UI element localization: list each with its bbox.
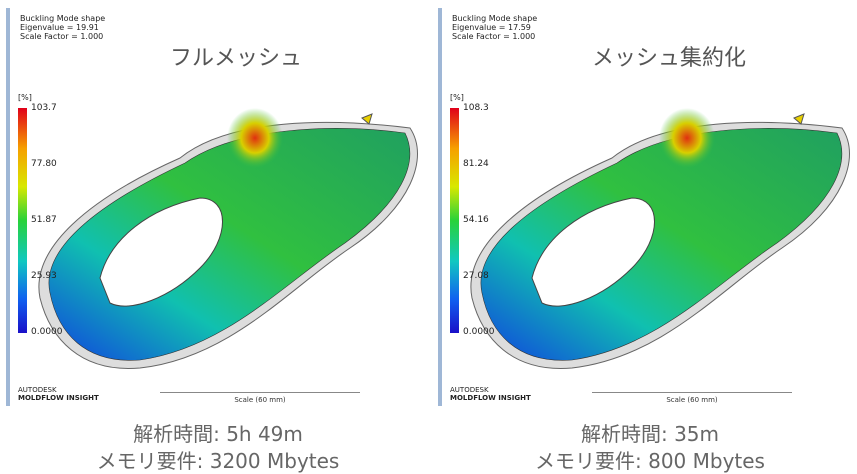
color-bar xyxy=(450,108,459,333)
legend-label: 0.0000 xyxy=(31,327,63,337)
scale-bar: Scale (60 mm) xyxy=(592,392,792,404)
panel-title: メッシュ集約化 xyxy=(592,40,746,72)
brand-name: AUTODESK xyxy=(450,386,489,394)
page: (() => { const data = JSON.parse(documen… xyxy=(0,0,857,473)
brand-name: AUTODESK xyxy=(18,386,57,394)
header-line: Buckling Mode shape xyxy=(20,14,105,23)
legend-label: 54.16 xyxy=(463,215,489,225)
panel-title: フルメッシュ xyxy=(170,40,302,72)
legend-unit: [%] xyxy=(18,93,32,102)
caption: 解析時間: 35m xyxy=(440,418,857,447)
color-bar xyxy=(18,108,27,333)
header-line: Eigenvalue = 19.91 xyxy=(20,23,105,32)
header-line: Buckling Mode shape xyxy=(452,14,537,23)
legend-label: 108.3 xyxy=(463,103,489,113)
header-line: Scale Factor = 1.000 xyxy=(20,32,105,41)
caption: メモリ要件: 800 Mbytes xyxy=(440,445,857,474)
model-view xyxy=(30,98,430,388)
legend-label: 77.80 xyxy=(31,159,57,169)
header-line: Scale Factor = 1.000 xyxy=(452,32,537,41)
legend-label: 81.24 xyxy=(463,159,489,169)
caption: 解析時間: 5h 49m xyxy=(8,418,428,447)
product-name: MOLDFLOW INSIGHT xyxy=(18,394,99,402)
caption: メモリ要件: 3200 Mbytes xyxy=(8,445,428,474)
legend-label: 103.7 xyxy=(31,103,57,113)
header-line: Eigenvalue = 17.59 xyxy=(452,23,537,32)
model-view xyxy=(462,98,857,388)
legend-label: 51.87 xyxy=(31,215,57,225)
legend-unit: [%] xyxy=(450,93,464,102)
scale-bar: Scale (60 mm) xyxy=(160,392,360,404)
product-name: MOLDFLOW INSIGHT xyxy=(450,394,531,402)
legend-label: 27.08 xyxy=(463,271,489,281)
legend-label: 25.93 xyxy=(31,271,57,281)
legend-label: 0.0000 xyxy=(463,327,495,337)
